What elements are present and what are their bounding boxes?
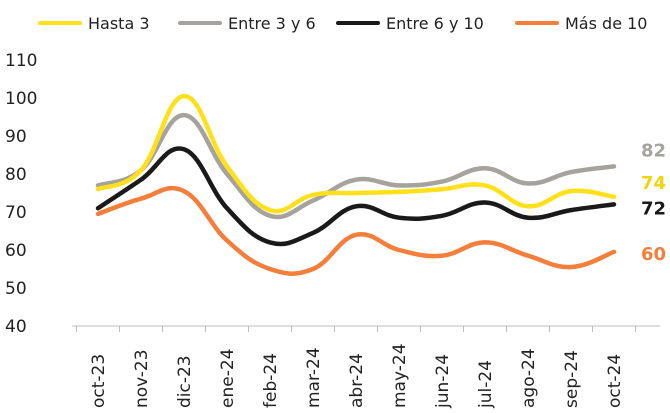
legend-label-entre-6-y-10: Entre 6 y 10 [386, 13, 484, 33]
y-tick-label: 90 [5, 127, 27, 147]
series-line-hasta-3 [95, 93, 617, 214]
series-line-entre-6-y-10 [95, 146, 617, 247]
series-line-mas-de-10 [95, 185, 617, 276]
x-tick-label: sep-24 [562, 350, 582, 408]
x-tick-label: oct-23 [89, 354, 109, 408]
x-tick-label: may-24 [390, 343, 410, 408]
y-tick-label: 40 [5, 317, 27, 337]
y-tick-label: 50 [5, 279, 27, 299]
end-label-entre-6-y-10: 72 [641, 198, 666, 219]
legend-item-entre-3-y-6: Entre 3 y 6 [178, 12, 316, 34]
legend-item-hasta-3: Hasta 3 [38, 12, 150, 34]
legend-label-hasta-3: Hasta 3 [88, 13, 150, 33]
y-tick-label: 110 [5, 51, 37, 71]
y-tick-label: 60 [5, 241, 27, 261]
x-tick-label: mar-24 [304, 347, 324, 408]
legend-item-entre-6-y-10: Entre 6 y 10 [336, 12, 484, 34]
x-tick-label: oct-24 [605, 354, 625, 408]
legend-swatch-entre-6-y-10 [336, 21, 380, 25]
y-tick-label: 80 [5, 165, 27, 185]
x-tick-label: jul-24 [476, 360, 496, 409]
legend-label-mas-de-10: Más de 10 [565, 13, 648, 33]
legend-swatch-hasta-3 [38, 21, 82, 25]
x-tick-label: nov-23 [132, 349, 152, 408]
y-tick-label: 100 [5, 89, 37, 109]
legend-item-mas-de-10: Más de 10 [515, 12, 647, 34]
x-tick-label: jun-24 [433, 354, 453, 409]
legend-swatch-mas-de-10 [515, 21, 559, 25]
end-label-mas-de-10: 60 [641, 244, 666, 265]
x-tick-label: abr-24 [347, 353, 367, 408]
end-label-hasta-3: 74 [641, 173, 666, 194]
end-label-entre-3-y-6: 82 [641, 140, 666, 161]
x-tick-label: dic-23 [175, 355, 195, 408]
y-tick-label: 70 [5, 203, 27, 223]
legend-swatch-entre-3-y-6 [178, 21, 222, 25]
x-tick-label: feb-24 [261, 353, 281, 408]
series-line-entre-3-y-6 [95, 112, 617, 220]
legend-label-entre-3-y-6: Entre 3 y 6 [228, 13, 316, 33]
x-tick-label: ago-24 [519, 348, 539, 408]
x-tick-label: ene-24 [218, 349, 238, 408]
